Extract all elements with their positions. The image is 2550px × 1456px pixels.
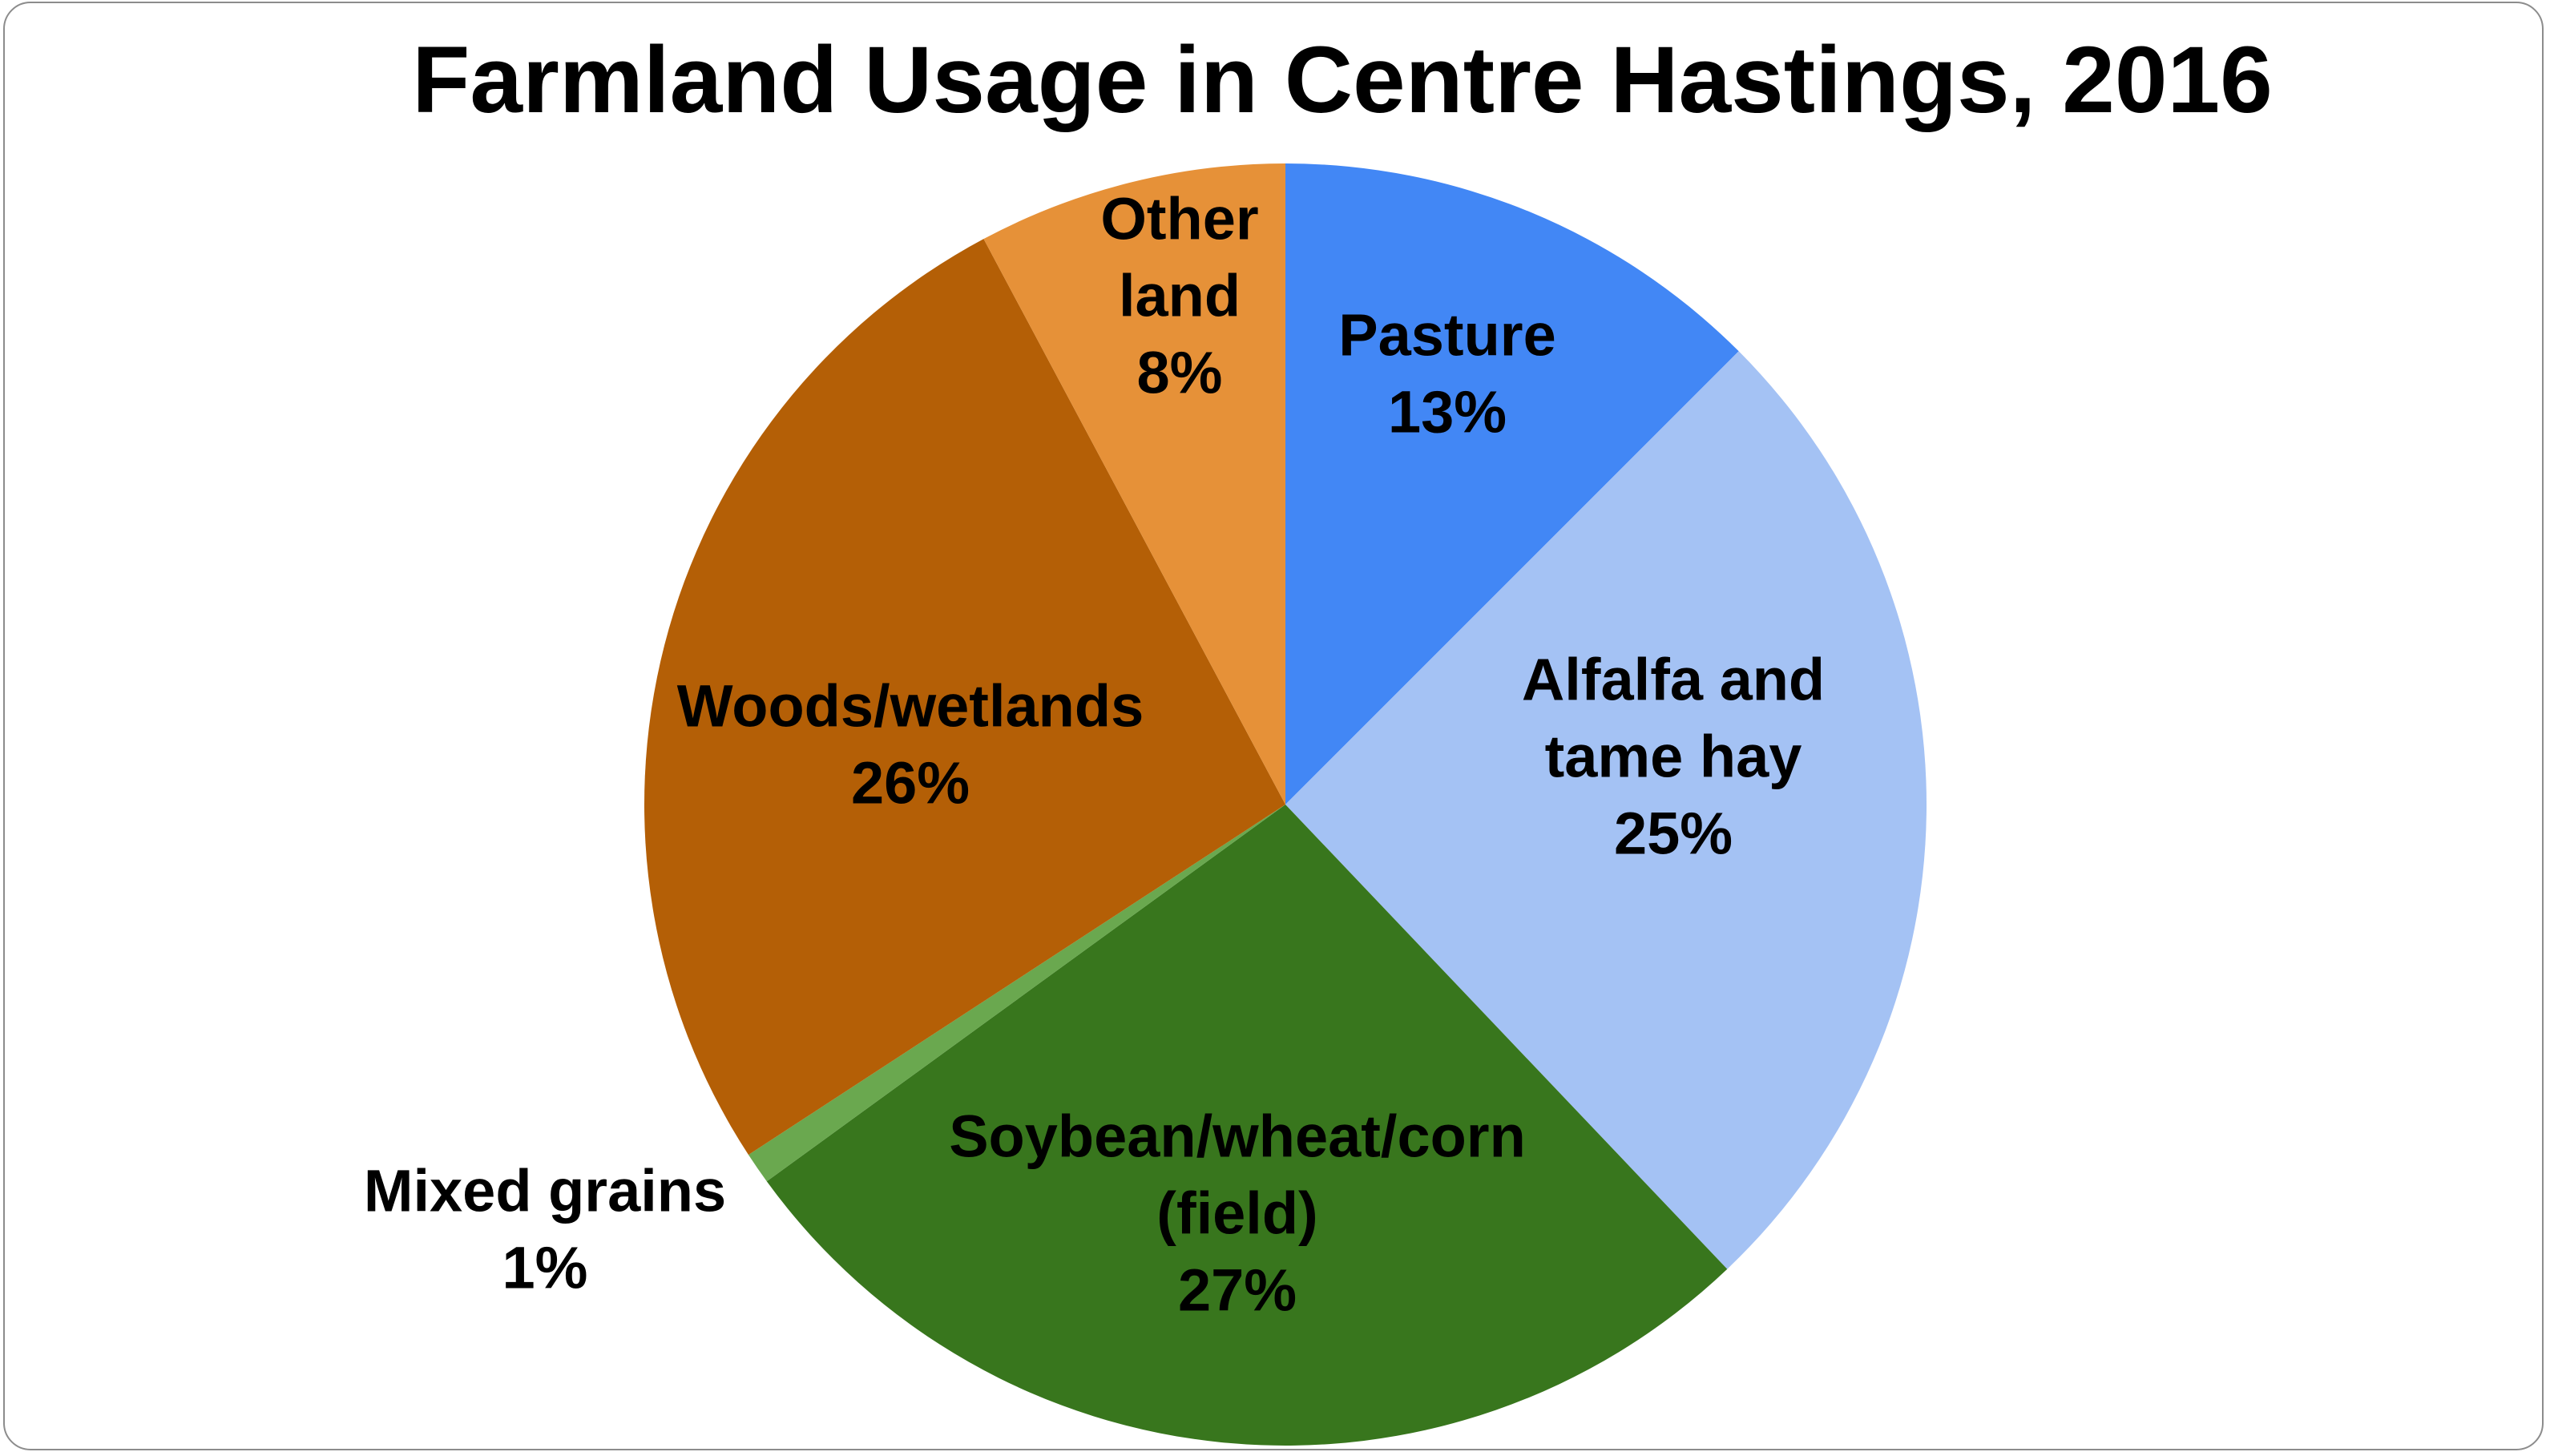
data-label-alfalfa-and-tame-hay: Alfalfa and tame hay 25% bbox=[1522, 647, 1825, 867]
data-label-percent: 1% bbox=[502, 1235, 588, 1301]
data-label-percent: 13% bbox=[1388, 379, 1507, 446]
chart-title: Farmland Usage in Centre Hastings, 2016 bbox=[412, 27, 2273, 133]
data-label-soybean-wheat-corn-field: Soybean/wheat/corn (field) 27% bbox=[949, 1103, 1526, 1324]
pie-slices bbox=[644, 163, 1927, 1446]
data-label-percent: 27% bbox=[1178, 1257, 1297, 1324]
data-label-category: Alfalfa and bbox=[1522, 647, 1825, 713]
data-label-mixed-grains: Mixed grains 1% bbox=[364, 1158, 726, 1301]
data-label-percent: 8% bbox=[1137, 340, 1223, 406]
pie-slice-pasture bbox=[1285, 163, 1739, 805]
data-label-category: land bbox=[1119, 263, 1241, 329]
data-label-category: tame hay bbox=[1545, 724, 1802, 790]
pie-slice-mixed-grains bbox=[748, 805, 1285, 1182]
data-label-woods-wetlands: Woods/wetlands 26% bbox=[677, 673, 1144, 817]
data-label-category: Soybean/wheat/corn bbox=[949, 1103, 1526, 1170]
data-label-category: Pasture bbox=[1338, 302, 1555, 369]
data-label-category: Other bbox=[1100, 186, 1258, 252]
data-label-category: Woods/wetlands bbox=[677, 673, 1144, 740]
data-label-category: Mixed grains bbox=[364, 1158, 726, 1224]
pie-slice-alfalfa-and-tame-hay bbox=[1285, 351, 1927, 1269]
data-label-percent: 25% bbox=[1614, 801, 1733, 867]
pie-labels: Pasture 13% Alfalfa and tame hay 25% Soybean/… bbox=[364, 186, 1825, 1324]
data-label-percent: 26% bbox=[851, 750, 970, 817]
pie-slice-soybean-wheat-corn-field bbox=[766, 805, 1728, 1446]
data-label-category: (field) bbox=[1156, 1180, 1317, 1247]
pie-slice-woods-wetlands bbox=[644, 239, 1285, 1156]
data-label-pasture: Pasture 13% bbox=[1338, 302, 1555, 446]
pie-slice-other-land bbox=[983, 163, 1285, 805]
data-label-other-land: Other land 8% bbox=[1100, 186, 1258, 406]
